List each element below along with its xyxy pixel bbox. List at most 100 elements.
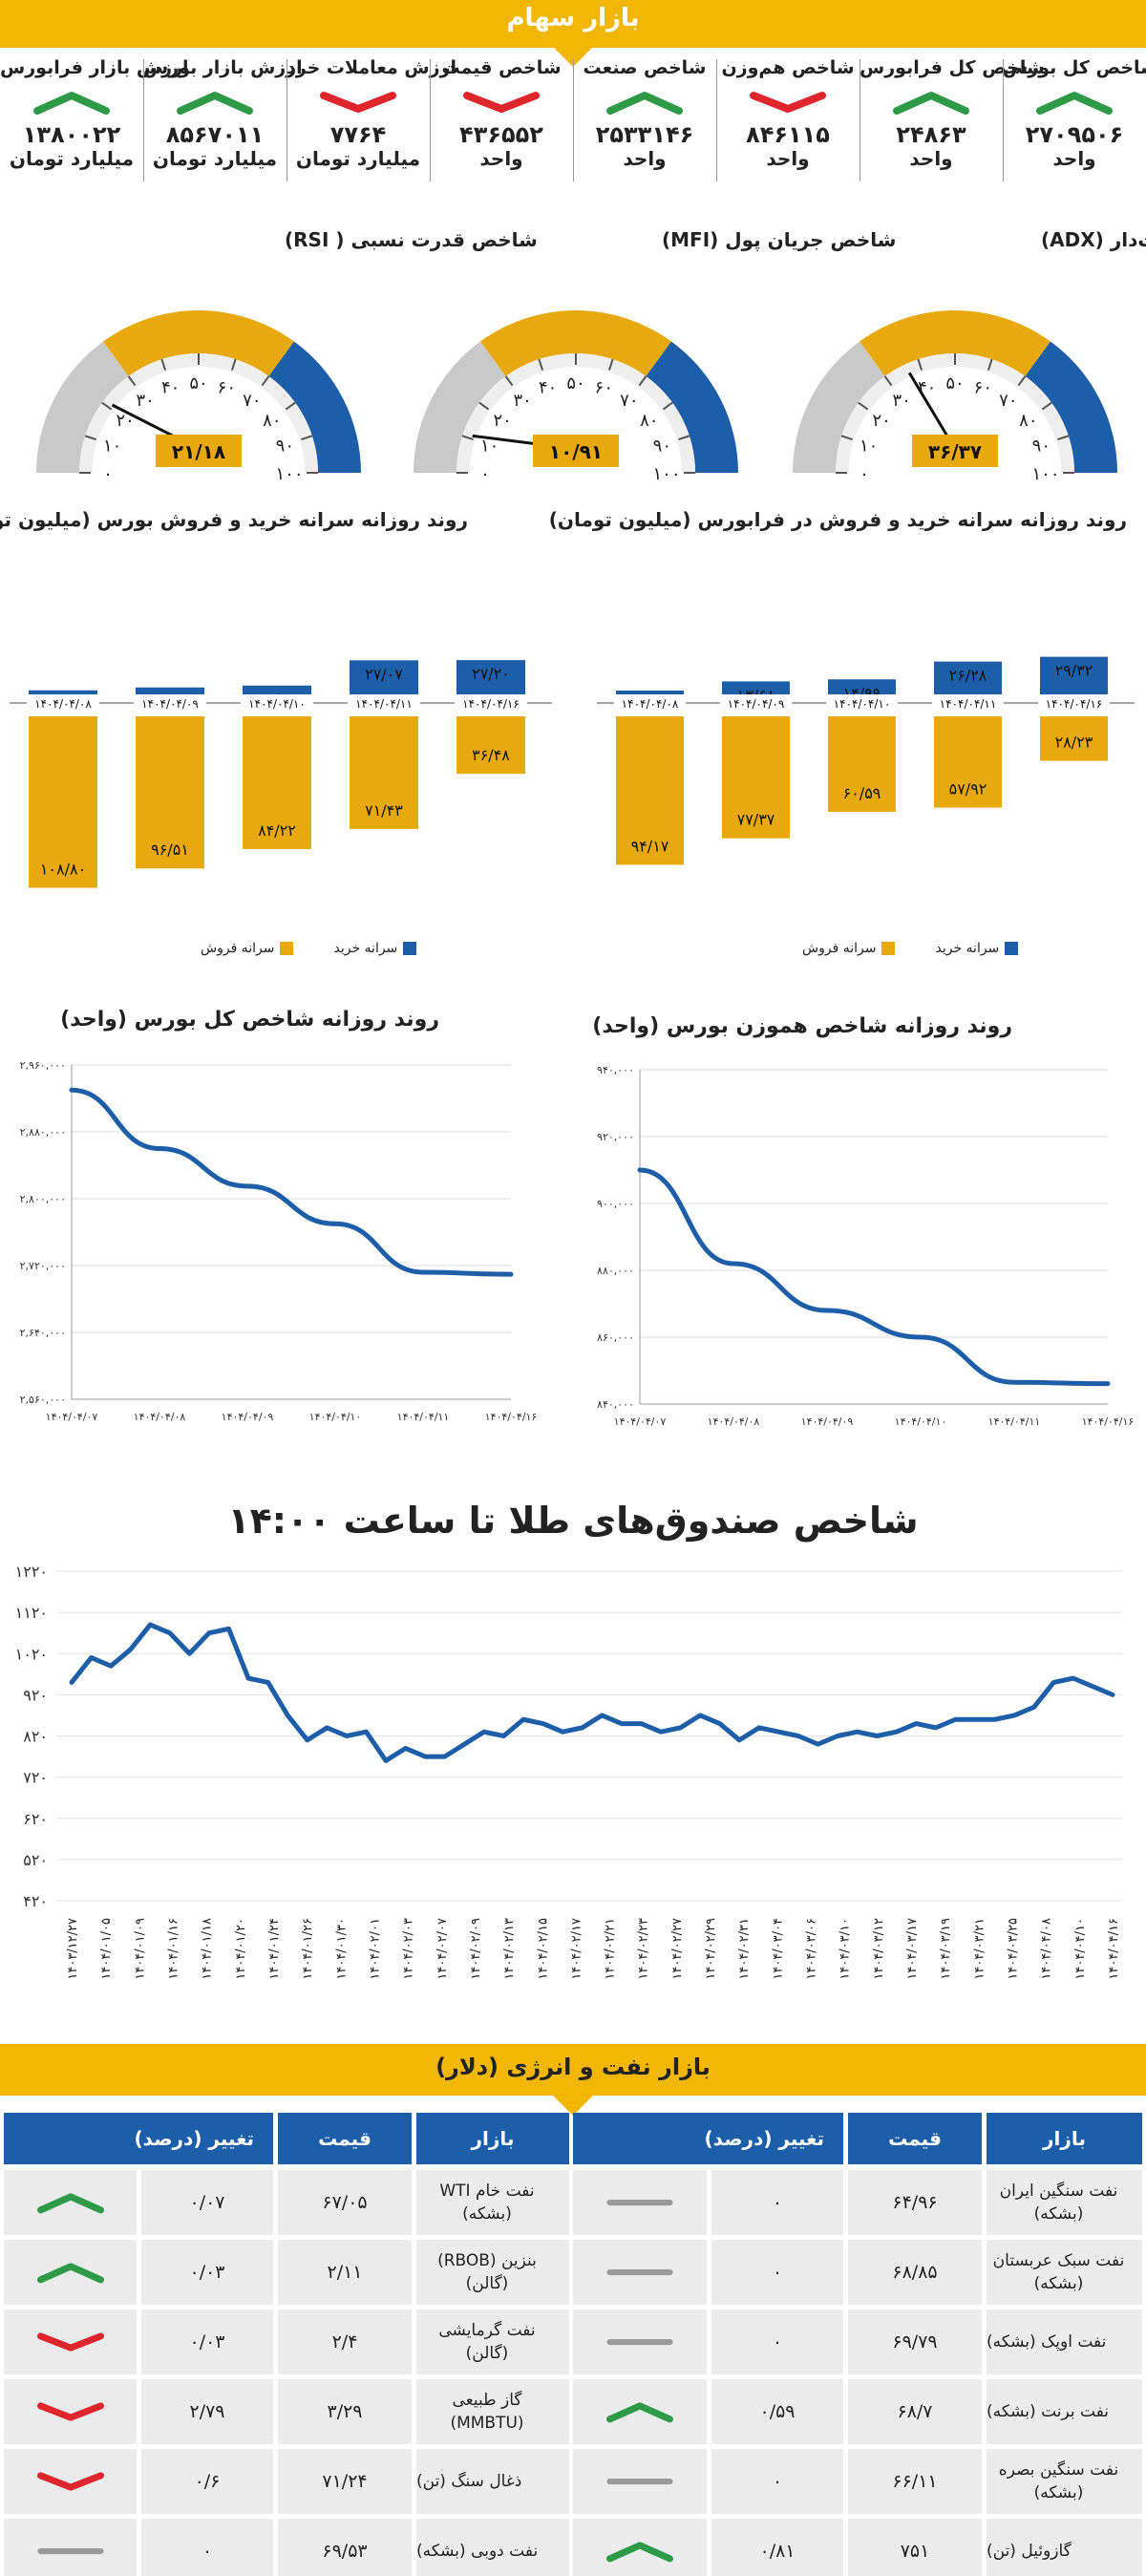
market-name-cell: نفت گرمایشی (گالن) bbox=[416, 2310, 569, 2374]
gauge-tick bbox=[538, 358, 544, 371]
index-value: ۲۵۳۳۱۴۶ bbox=[595, 121, 694, 148]
bourse-legend: سرانه خرید سرانه فروش bbox=[201, 941, 417, 956]
per-capita-charts: ۷/۸۷۹۴/۱۷۱۴۰۴/۰۴/۰۸۱۳/۶۸۷۷/۳۷۱۴۰۴/۰۴/۰۹۱… bbox=[10, 656, 1135, 888]
trend-up-icon bbox=[33, 92, 110, 115]
header-market-left: بازار bbox=[416, 2113, 569, 2164]
y-tick-label: ۲,۷۲۰,۰۰۰ bbox=[20, 1260, 66, 1272]
sell-bar-label: ۹۶/۵۱ bbox=[151, 841, 189, 859]
gauge-tick-label: ۱۰ bbox=[860, 436, 878, 457]
index-card: ارزش معاملات خرد ۷۷۶۴ میلیارد تومان bbox=[286, 57, 456, 201]
gauge-tick bbox=[638, 375, 647, 387]
trend-flat-icon bbox=[606, 2478, 673, 2485]
change-cell: ۰/۸۱ bbox=[711, 2519, 843, 2576]
index-label: شاخص کل بورس bbox=[1003, 57, 1146, 78]
x-tick-label: ۱۴۰۴/۰۱/۱۸ bbox=[201, 1918, 215, 1980]
trend-cell bbox=[573, 2310, 707, 2374]
index-value: ۸۵۶۷۰۱۱ bbox=[165, 121, 265, 148]
gauge-tick-label: ۴۰ bbox=[539, 378, 557, 398]
gauge-zone-high bbox=[646, 341, 738, 473]
gauge-inner-band bbox=[79, 353, 318, 473]
trend-cell bbox=[573, 2449, 707, 2514]
sell-bar-label: ۱۰۸/۸۰ bbox=[40, 861, 86, 879]
sell-bar-label: ۲۸/۲۳ bbox=[1055, 734, 1093, 752]
gauge-tick-label: ۳۰ bbox=[136, 391, 154, 411]
gauge-tick-label: ۹۰ bbox=[653, 436, 671, 457]
change-cell: ۰ bbox=[711, 2240, 843, 2305]
x-tick-label: ۱۴۰۴/۰۴/۰۷ bbox=[614, 1416, 667, 1428]
x-tick-label: ۱۴۰۴/۰۴/۱۱ bbox=[397, 1411, 450, 1423]
y-tick-label: ۸۶۰,۰۰۰ bbox=[597, 1331, 634, 1344]
category-label: ۱۴۰۴/۰۴/۱۱ bbox=[940, 697, 997, 711]
gauge-tick-label: ۸۰ bbox=[263, 411, 281, 431]
market-name-cell: بنزین (RBOB) (گالن) bbox=[416, 2240, 569, 2305]
farabourse-legend: سرانه خرید سرانه فروش bbox=[802, 941, 1019, 956]
gauge-value-box bbox=[533, 435, 619, 467]
trend-down-icon bbox=[463, 92, 540, 113]
x-tick-label: ۱۴۰۴/۰۴/۱۱ bbox=[988, 1416, 1041, 1428]
header-price-left: قیمت bbox=[278, 2113, 412, 2164]
stock-market-title: بازار سهام bbox=[506, 4, 640, 32]
series-line bbox=[637, 1167, 1111, 1387]
gauge-tick bbox=[84, 435, 96, 441]
index-card: ارزش بازار فرابورس ۱۳۸۰۰۲۲ میلیارد تومان bbox=[0, 57, 188, 201]
gauge-zone-high bbox=[268, 341, 361, 473]
y-tick-label: ۸۴۰,۰۰۰ bbox=[597, 1398, 634, 1411]
hamvazn-chart-title: روند روزانه شاخص هموزن بورس (واحد) bbox=[592, 1014, 1012, 1038]
gauge-tick-label: ۵۰ bbox=[189, 373, 207, 394]
price-cell: ۶۴/۹۶ bbox=[848, 2170, 982, 2235]
index-value: ۴۳۶۵۵۲ bbox=[459, 121, 543, 148]
series-line bbox=[69, 1087, 514, 1277]
x-tick-label: ۱۴۰۴/۰۲/۲۷ bbox=[670, 1918, 685, 1980]
gauge-tick bbox=[607, 358, 614, 371]
gauge-value: ۲۱/۱۸ bbox=[172, 440, 225, 463]
change-cell: ۰ bbox=[711, 2170, 843, 2235]
gauge-tick-label: ۱۰ bbox=[480, 436, 499, 457]
arrow-down-icon bbox=[36, 2402, 104, 2421]
sell-bar bbox=[616, 716, 684, 865]
x-tick-label: ۱۴۰۴/۰۲/۱۵ bbox=[536, 1918, 550, 1980]
index-divider bbox=[286, 59, 287, 181]
gauge-tick bbox=[504, 375, 514, 387]
x-tick-label: ۱۴۰۴/۰۲/۰۹ bbox=[469, 1918, 483, 1980]
sell-bar-label: ۵۷/۹۲ bbox=[949, 780, 987, 798]
trend-flat-icon bbox=[606, 2338, 673, 2346]
gauge-tick bbox=[858, 401, 869, 411]
y-tick-label: ۲,۵۶۰,۰۰۰ bbox=[20, 1394, 66, 1406]
index-divider bbox=[430, 59, 431, 181]
index-unit: واحد bbox=[479, 147, 523, 170]
bourse-bar-chart: ۸/۰۴۱۰۸/۸۰۱۴۰۴/۰۴/۰۸۹/۸۶۹۶/۵۱۱۴۰۴/۰۴/۰۹۱… bbox=[10, 660, 552, 888]
gauge-tick bbox=[840, 435, 853, 441]
index-line-charts: ۸۴۰,۰۰۰ ۸۶۰,۰۰۰ ۸۸۰,۰۰۰ ۹۰۰,۰۰۰ ۹۲۰,۰۰۰ ۹۴۰,۰… bbox=[20, 1059, 1135, 1428]
x-tick-label: ۱۴۰۴/۰۲/۱۷ bbox=[569, 1918, 584, 1980]
arrow-up-icon bbox=[606, 92, 683, 115]
arrow-up-icon bbox=[177, 92, 253, 115]
x-tick-label: ۱۴۰۴/۰۲/۰۷ bbox=[435, 1918, 450, 1980]
trend-up-icon bbox=[177, 92, 253, 115]
trend-cell bbox=[4, 2170, 137, 2235]
category-label-bg bbox=[614, 694, 686, 712]
legend-sell-swatch bbox=[881, 942, 896, 955]
trend-up-icon bbox=[606, 2542, 673, 2563]
header-market-right: بازار bbox=[987, 2113, 1142, 2164]
y-tick-label: ۲,۸۸۰,۰۰۰ bbox=[20, 1126, 66, 1139]
gauge-tick-label: ۵۰ bbox=[945, 373, 964, 394]
kol-line-chart: ۲,۵۶۰,۰۰۰ ۲,۶۴۰,۰۰۰ ۲,۷۲۰,۰۰۰ ۲,۸۰۰,۰۰۰ ۲,۸۸… bbox=[20, 1059, 538, 1423]
gauge-tick bbox=[1017, 375, 1027, 387]
gauge-tick-label: ۰ bbox=[860, 464, 869, 484]
category-label: ۱۴۰۴/۰۴/۱۶ bbox=[1046, 697, 1103, 711]
category-label-bg bbox=[27, 694, 99, 712]
price-cell: ۶۹/۷۹ bbox=[848, 2310, 982, 2374]
sell-bar bbox=[29, 716, 97, 888]
x-tick-label: ۱۴۰۴/۰۱/۰۵ bbox=[99, 1918, 114, 1980]
y-tick-label: ۹۴۰,۰۰۰ bbox=[597, 1064, 634, 1076]
legend-buy-swatch bbox=[1005, 942, 1019, 955]
index-divider bbox=[143, 59, 144, 181]
trend-cell bbox=[573, 2519, 707, 2576]
sell-bar-label: ۹۴/۱۷ bbox=[631, 837, 669, 855]
trend-flat-icon bbox=[606, 2268, 673, 2276]
category-label: ۱۴۰۴/۰۴/۱۰ bbox=[248, 697, 306, 711]
price-cell: ۷۵۱ bbox=[848, 2519, 982, 2576]
category-label: ۱۴۰۴/۰۴/۱۶ bbox=[462, 697, 520, 711]
index-label: شاخص قیمت bbox=[441, 57, 562, 78]
